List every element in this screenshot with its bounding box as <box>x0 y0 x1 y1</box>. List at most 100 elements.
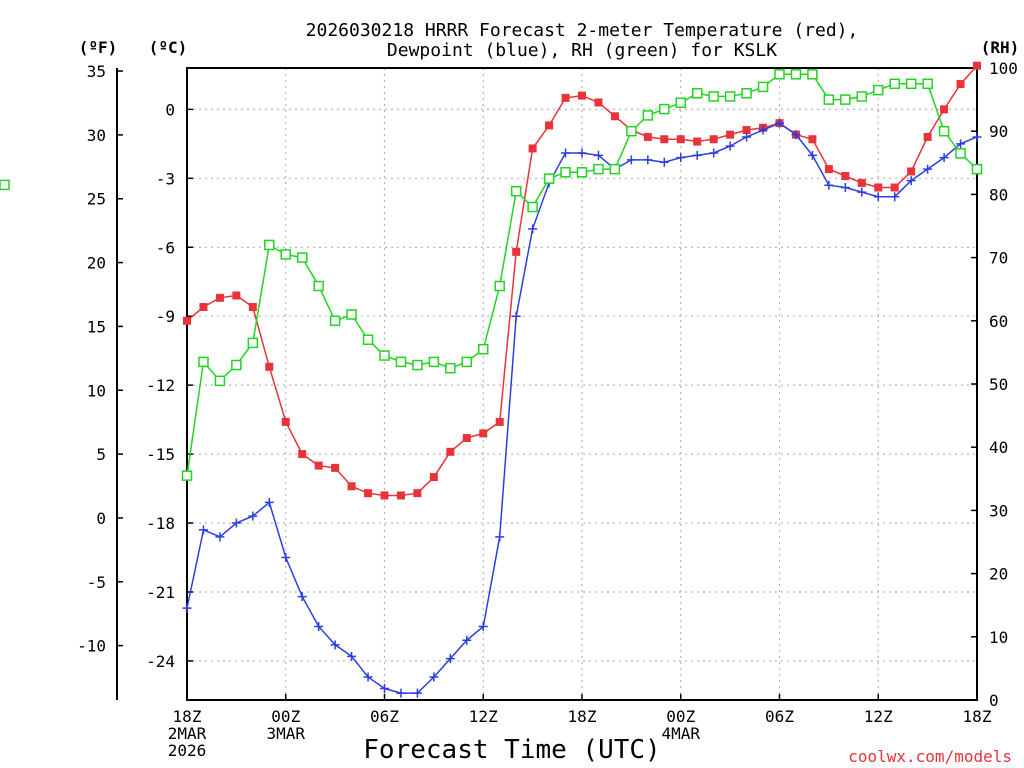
fahrenheit-tick-label: 5 <box>96 445 106 464</box>
rh-point <box>445 362 456 374</box>
rh-point <box>691 88 703 99</box>
rh-point <box>379 350 390 361</box>
dewpoint-point <box>347 651 357 661</box>
time-tick-label: 00Z <box>666 707 695 726</box>
dewpoint-point <box>231 518 241 528</box>
rh-point <box>938 125 950 137</box>
rh-point <box>741 88 752 99</box>
dewpoint-point <box>709 148 719 158</box>
rh-point <box>313 280 324 292</box>
fahrenheit-tick-label: -10 <box>77 637 106 656</box>
rh-point <box>856 91 868 102</box>
dewpoint-point <box>643 155 653 165</box>
time-tick-label: 06Z <box>765 707 794 726</box>
dewpoint-point <box>923 164 933 174</box>
rh-point <box>461 356 473 368</box>
rh-point <box>757 81 769 93</box>
dewpoint-point <box>742 132 752 142</box>
rh-point <box>198 356 209 368</box>
fahrenheit-tick-label: 35 <box>87 62 106 81</box>
celsius-tick-label: -9 <box>156 307 175 326</box>
fahrenheit-tick-label: 25 <box>87 190 106 209</box>
temperature-point <box>610 112 619 121</box>
celsius-axis-ticks: 0 -3 -6 -9 -12 -15 -18 -21 -24 <box>146 100 193 671</box>
temperature-point <box>314 461 323 470</box>
temperature-point <box>676 135 685 144</box>
rh-point <box>560 167 571 178</box>
dewpoint-point <box>495 532 505 542</box>
dewpoint-point <box>758 125 768 135</box>
rh-point <box>362 334 374 346</box>
rh-point <box>708 91 719 102</box>
rh-point <box>510 185 522 197</box>
dewpoint-point <box>956 139 966 149</box>
series-rh <box>0 69 983 481</box>
time-tick-label: 12Z <box>469 707 498 726</box>
temperature-point <box>660 135 669 144</box>
dewpoint-point <box>182 603 192 613</box>
rh-point <box>543 173 555 184</box>
rh-point <box>593 163 604 175</box>
time-tick-label: 3MAR <box>266 724 305 743</box>
plot-area <box>0 61 983 698</box>
time-tick-label: 18Z <box>173 707 202 726</box>
celsius-tick-label: 0 <box>165 100 175 119</box>
chart-title-line-2: Dewpoint (blue), RH (green) for KSLK <box>387 40 777 61</box>
rh-tick-label: 10 <box>989 628 1008 647</box>
time-tick-label: 12Z <box>864 707 893 726</box>
rh-point <box>329 315 341 327</box>
temperature-point <box>396 491 405 500</box>
rh-point <box>494 280 505 292</box>
rh-point <box>905 78 917 90</box>
dewpoint-point <box>445 654 455 664</box>
temperature-point <box>923 132 932 141</box>
dewpoint-point <box>380 684 389 694</box>
temperature-point <box>956 80 965 89</box>
temperature-point <box>479 429 488 438</box>
dewpoint-point <box>972 132 982 142</box>
rh-tick-label: 100 <box>989 59 1018 78</box>
rh-point <box>807 69 818 80</box>
x-axis-label: Forecast Time (UTC) <box>363 735 660 765</box>
dewpoint-point <box>264 497 274 507</box>
temperature-point <box>215 293 224 302</box>
rh-point <box>659 103 670 115</box>
temperature-point <box>364 489 373 498</box>
series-line <box>186 122 978 694</box>
dewpoint-point <box>775 118 784 128</box>
time-tick-label: 2026 <box>168 741 207 760</box>
temperature-point <box>413 489 422 498</box>
temperature-point <box>331 463 340 472</box>
dewpoint-point <box>890 192 900 202</box>
rh-point <box>428 356 440 368</box>
rh-point <box>527 201 538 213</box>
dewpoint-point <box>857 187 867 197</box>
dewpoint-point <box>791 130 801 140</box>
rh-point <box>296 252 308 263</box>
celsius-tick-label: -6 <box>156 238 175 257</box>
rh-point <box>840 94 851 105</box>
fahrenheit-tick-label: 0 <box>96 509 106 528</box>
dewpoint-point <box>725 141 735 151</box>
temperature-point <box>890 183 899 192</box>
rh-point <box>724 91 736 102</box>
axes <box>116 67 978 701</box>
dewpoint-point <box>462 635 472 645</box>
rh-tick-label: 90 <box>989 122 1008 141</box>
dewpoint-point <box>561 148 571 158</box>
temperature-point <box>709 135 718 144</box>
temperature-point <box>232 291 241 300</box>
temperature-point <box>298 450 307 459</box>
fahrenheit-tick-label: 20 <box>87 254 106 273</box>
dewpoint-point <box>840 183 850 193</box>
fahrenheit-tick-label: 15 <box>87 317 106 336</box>
dewpoint-point <box>478 621 488 631</box>
dewpoint-point <box>824 180 834 190</box>
rh-point <box>247 337 259 349</box>
rh-tick-label: 70 <box>989 249 1008 268</box>
celsius-axis-unit: (ºC) <box>149 38 188 57</box>
temperature-point <box>528 144 537 153</box>
rh-tick-label: 30 <box>989 501 1008 520</box>
rh-point <box>955 148 966 159</box>
celsius-tick-label: -24 <box>146 652 175 671</box>
